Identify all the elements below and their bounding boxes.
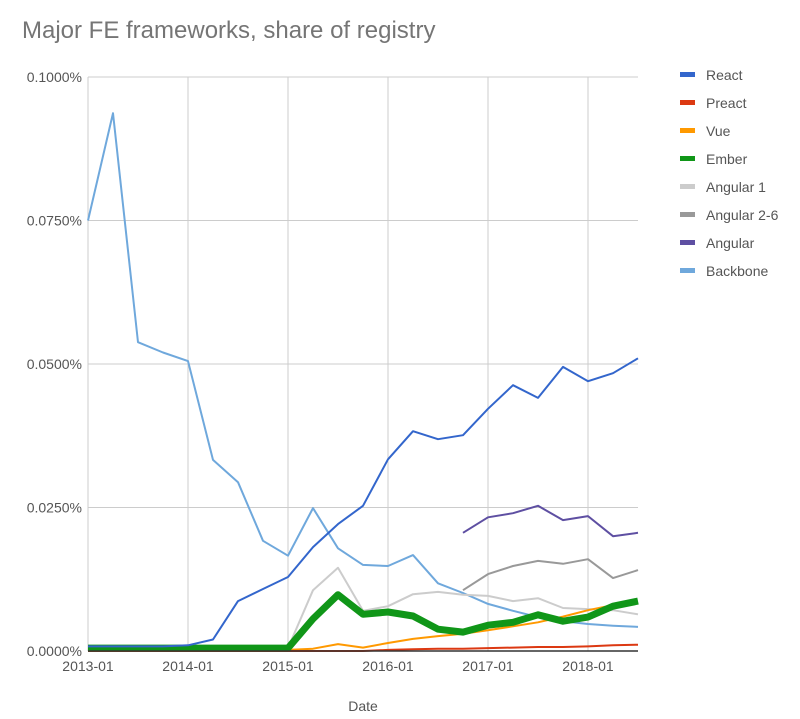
legend-label: React [706, 67, 743, 83]
series-line-angular [462, 504, 639, 538]
legend-label: Preact [706, 95, 747, 111]
legend-item[interactable]: Ember [680, 151, 748, 167]
legend-swatch [680, 212, 695, 217]
series-line-backbone [87, 112, 639, 628]
x-axis-label: Date [348, 698, 378, 714]
legend-swatch [680, 184, 695, 189]
x-tick-label: 2018-01 [562, 658, 614, 674]
legend-swatch [680, 72, 695, 77]
series-line-react [88, 357, 639, 648]
series-line-angular-2-6 [462, 558, 639, 592]
x-tick-label: 2017-01 [462, 658, 514, 674]
x-tick-label: 2015-01 [262, 658, 314, 674]
y-tick-label: 0.0500% [27, 356, 82, 372]
legend-label: Angular 2-6 [706, 207, 779, 223]
legend-label: Angular 1 [706, 179, 766, 195]
legend-swatch [680, 268, 695, 273]
legend-label: Backbone [706, 263, 768, 279]
legend-swatch [680, 240, 695, 245]
legend-label: Vue [706, 123, 731, 139]
legend-swatch [680, 100, 695, 105]
legend-item[interactable]: React [680, 67, 743, 83]
y-tick-label: 0.1000% [27, 69, 82, 85]
legend-label: Ember [706, 151, 748, 167]
legend-item[interactable]: Vue [680, 123, 731, 139]
legend-swatch [680, 156, 695, 161]
legend-swatch [680, 128, 695, 133]
legend-item[interactable]: Angular [680, 235, 755, 251]
legend-item[interactable]: Backbone [680, 263, 768, 279]
x-tick-label: 2013-01 [62, 658, 114, 674]
chart-title: Major FE frameworks, share of registry [22, 17, 435, 44]
y-tick-label: 0.0000% [27, 643, 82, 659]
x-tick-label: 2014-01 [162, 658, 214, 674]
legend-item[interactable]: Angular 2-6 [680, 207, 779, 223]
x-tick-label: 2016-01 [362, 658, 414, 674]
legend-item[interactable]: Angular 1 [680, 179, 766, 195]
series-line-angular-1 [88, 566, 639, 650]
series-line-ember [88, 591, 639, 652]
y-tick-label: 0.0250% [27, 500, 82, 516]
y-tick-label: 0.0750% [27, 213, 82, 229]
legend-item[interactable]: Preact [680, 95, 747, 111]
legend-label: Angular [706, 235, 755, 251]
